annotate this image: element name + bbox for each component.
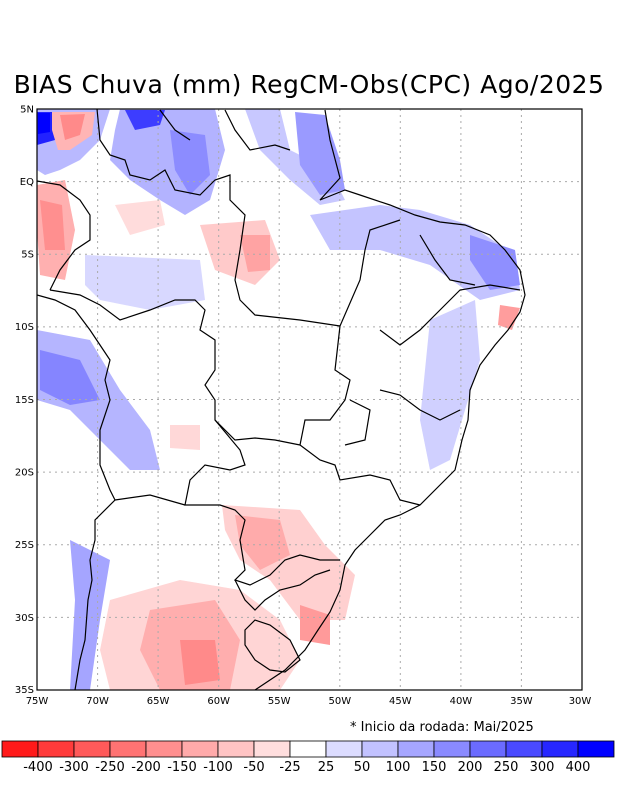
- colorbar-swatch: [397, 740, 435, 758]
- lat-label: 25S: [15, 540, 34, 551]
- colorbar-label: -200: [131, 760, 161, 775]
- colorbar-label: -25: [279, 760, 301, 775]
- lon-label: 60W: [207, 696, 230, 707]
- border-line: [419, 234, 476, 286]
- lat-label: 5N: [20, 105, 34, 116]
- border-line: [224, 109, 291, 151]
- lon-label: 70W: [86, 696, 109, 707]
- colorbar-label: 50: [353, 760, 371, 775]
- bias-patch-negative: [240, 235, 270, 272]
- colorbar-swatch: [469, 740, 507, 758]
- border-line: [344, 399, 371, 446]
- colorbar-label: 400: [565, 760, 591, 775]
- colorbar-label: 250: [493, 760, 519, 775]
- bias-patch-negative: [235, 515, 290, 570]
- political-borders: [37, 109, 526, 690]
- colorbar-swatch: [37, 740, 75, 758]
- colorbar-swatch: [433, 740, 471, 758]
- lat-label: 35S: [15, 685, 34, 696]
- colorbar-label: -300: [59, 760, 89, 775]
- lon-label: 65W: [147, 696, 170, 707]
- border-line: [379, 389, 461, 421]
- border-line: [339, 219, 401, 327]
- lon-label: 45W: [389, 696, 412, 707]
- border-line: [234, 569, 331, 611]
- colorbar-label: -400: [23, 760, 53, 775]
- bias-patch-negative: [170, 425, 200, 450]
- colorbar-label: 300: [529, 760, 555, 775]
- colorbar: [1, 740, 615, 758]
- colorbar-swatch: [253, 740, 291, 758]
- colorbar-swatch: [73, 740, 111, 758]
- lat-label: 10S: [15, 322, 34, 333]
- colorbar-swatch: [577, 740, 615, 758]
- colorbar-swatch: [541, 740, 579, 758]
- border-line: [184, 419, 340, 586]
- lat-label: 5S: [21, 250, 34, 261]
- bias-patch-negative: [60, 114, 85, 140]
- lon-label: 75W: [26, 696, 49, 707]
- border-line: [159, 109, 191, 141]
- colorbar-swatch: [289, 740, 327, 758]
- colorbar-swatch: [181, 740, 219, 758]
- lat-axis: 5N EQ 5S 10S 15S 20S 25S 30S 35S: [15, 105, 34, 697]
- colorbar-swatch: [109, 740, 147, 758]
- grid-lines: [37, 109, 582, 690]
- bias-patch-positive: [38, 113, 50, 134]
- colorbar-label: 25: [317, 760, 335, 775]
- bias-patch-positive: [170, 130, 210, 195]
- colorbar-swatch: [217, 740, 255, 758]
- bias-patch-positive: [420, 300, 480, 470]
- lon-label: 35W: [510, 696, 533, 707]
- lat-label: 15S: [15, 395, 34, 406]
- border-line: [96, 109, 341, 327]
- plot-frame: [36, 108, 583, 691]
- bias-patch-negative: [300, 605, 330, 645]
- lon-label: 40W: [450, 696, 473, 707]
- lon-axis: 75W 70W 65W 60W 55W 50W 45W 40W 35W 30W: [26, 696, 592, 707]
- bias-patch-positive: [470, 235, 520, 290]
- bias-patch-negative: [40, 200, 65, 250]
- bias-patch-positive: [70, 540, 110, 690]
- colorbar-swatch: [1, 740, 39, 758]
- colorbar-label: 200: [457, 760, 483, 775]
- bias-patch-positive: [295, 112, 345, 195]
- map-title: BIAS Chuva (mm) RegCM-Obs(CPC) Ago/2025: [13, 70, 605, 99]
- bias-patch-positive: [125, 110, 165, 130]
- bias-patch-positive: [310, 205, 520, 300]
- bias-patch-positive: [85, 255, 205, 310]
- coastline: [254, 109, 526, 690]
- bias-patch-negative: [498, 305, 520, 330]
- border-line: [114, 494, 186, 506]
- border-line: [37, 294, 116, 690]
- border-line: [37, 180, 91, 291]
- border-line: [299, 325, 421, 506]
- colorbar-label: -150: [167, 760, 197, 775]
- bias-patch-negative: [115, 200, 165, 235]
- lat-label: 30S: [15, 613, 34, 624]
- colorbar-label: 100: [385, 760, 411, 775]
- colorbar-label: -50: [243, 760, 265, 775]
- border-line: [244, 619, 301, 673]
- colorbar-swatch: [325, 740, 363, 758]
- lat-label: 20S: [15, 468, 34, 479]
- lat-label: EQ: [20, 177, 34, 188]
- lon-label: 50W: [328, 696, 351, 707]
- bias-patch-positive: [40, 350, 100, 405]
- colorbar-label: -250: [95, 760, 125, 775]
- colorbar-swatch: [361, 740, 399, 758]
- colorbar-swatch: [505, 740, 543, 758]
- run-start-note: * Inicio da rodada: Mai/2025: [350, 720, 534, 735]
- lon-label: 55W: [268, 696, 291, 707]
- colorbar-label: -100: [203, 760, 233, 775]
- colorbar-label: 150: [421, 760, 447, 775]
- bias-field: [37, 109, 520, 690]
- border-line: [49, 289, 301, 446]
- bias-patch-negative: [180, 640, 220, 685]
- border-line: [379, 284, 521, 346]
- colorbar-swatch: [145, 740, 183, 758]
- lon-label: 30W: [569, 696, 592, 707]
